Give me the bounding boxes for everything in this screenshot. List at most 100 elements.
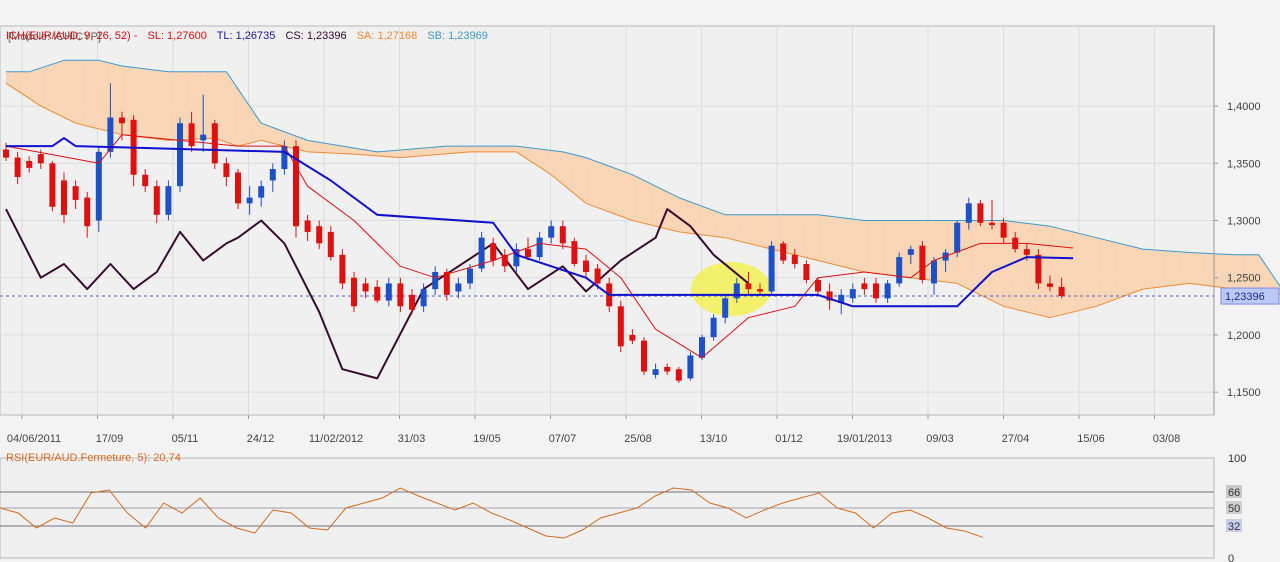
cloud-segment bbox=[336, 145, 343, 154]
cloud-segment bbox=[1253, 254, 1259, 293]
cloud-segment bbox=[806, 214, 813, 260]
cloud-segment bbox=[1050, 226, 1056, 318]
cloud-segment bbox=[1113, 241, 1120, 300]
cloud-segment bbox=[580, 156, 586, 204]
x-tick-label: 15/06 bbox=[1077, 433, 1105, 445]
cloud-segment bbox=[649, 183, 656, 227]
cloud-segment bbox=[423, 147, 430, 156]
candle bbox=[235, 169, 241, 210]
candle bbox=[142, 169, 149, 192]
cloud-segment bbox=[145, 68, 151, 139]
candle bbox=[873, 277, 879, 303]
candle bbox=[339, 249, 346, 290]
cloud-segment bbox=[110, 63, 117, 134]
y-tick-label: 1,2000 bbox=[1227, 330, 1261, 342]
candle bbox=[733, 277, 740, 303]
cloud-segment bbox=[835, 216, 842, 267]
candle bbox=[478, 231, 485, 272]
cloud-segment bbox=[168, 71, 175, 141]
cloud-segment bbox=[417, 148, 424, 157]
candle bbox=[119, 111, 125, 141]
cloud-segment bbox=[644, 180, 650, 225]
rsi-chart[interactable]: 100 66 50 32 0 bbox=[0, 448, 1280, 562]
cloud-segment bbox=[1206, 253, 1213, 287]
cloud-segment bbox=[441, 146, 447, 155]
cloud-segment bbox=[11, 71, 18, 91]
cloud-segment bbox=[533, 148, 540, 168]
cloud-segment bbox=[1073, 231, 1079, 313]
candle-body bbox=[107, 117, 114, 152]
cloud-segment bbox=[429, 147, 436, 156]
candle bbox=[629, 329, 636, 345]
candle bbox=[501, 249, 508, 272]
cloud-segment bbox=[620, 170, 627, 219]
candle bbox=[861, 277, 868, 295]
cloud-segment bbox=[139, 68, 146, 138]
candle-body bbox=[119, 117, 125, 124]
cloud-segment bbox=[1102, 239, 1108, 305]
candle-body bbox=[745, 283, 752, 290]
candle-body bbox=[177, 123, 183, 187]
cloud-segment bbox=[939, 220, 946, 282]
cloud-segment bbox=[997, 220, 1004, 307]
candle-body bbox=[907, 249, 914, 255]
cloud-segment bbox=[185, 71, 192, 140]
cloud-segment bbox=[383, 150, 389, 157]
candle-body bbox=[652, 369, 659, 375]
model-label: [Modele: ICHICYP] bbox=[8, 31, 101, 43]
rsi-tick-label: 100 bbox=[1228, 453, 1246, 465]
candle-body bbox=[37, 154, 44, 164]
candle-body bbox=[293, 146, 299, 227]
candle bbox=[989, 199, 995, 230]
candle-body bbox=[3, 149, 9, 158]
candle-body bbox=[49, 163, 56, 207]
cloud-segment bbox=[1166, 250, 1172, 287]
cloud-segment bbox=[963, 220, 969, 290]
cloud-segment bbox=[116, 64, 122, 135]
cloud-segment bbox=[475, 146, 482, 152]
candle bbox=[351, 271, 357, 313]
cloud-segment bbox=[197, 71, 204, 139]
cloud-segment bbox=[319, 142, 325, 153]
cloud-segment bbox=[272, 127, 279, 145]
cloud-segment bbox=[800, 214, 807, 258]
candle bbox=[84, 191, 91, 238]
cloud-segment bbox=[209, 71, 215, 139]
cloud-segment bbox=[1241, 254, 1248, 291]
y-tick-label: 1,3000 bbox=[1227, 216, 1261, 228]
cloud-segment bbox=[690, 201, 697, 235]
candle-body bbox=[849, 289, 856, 299]
cloud-segment bbox=[388, 150, 395, 158]
tl-value: TL: 1,26735 bbox=[216, 30, 276, 42]
cloud-segment bbox=[742, 214, 749, 244]
rsi-level-tag bbox=[1226, 501, 1242, 514]
cloud-segment bbox=[847, 218, 853, 270]
cloud-segment bbox=[725, 214, 731, 240]
candle-body bbox=[594, 268, 601, 284]
candle-body bbox=[211, 123, 218, 164]
candle bbox=[641, 337, 647, 375]
cloud-segment bbox=[214, 71, 221, 141]
cloud-segment bbox=[87, 60, 93, 128]
cloud-segment bbox=[684, 199, 691, 234]
cloud-segment bbox=[17, 71, 24, 95]
candle bbox=[536, 231, 543, 261]
price-chart[interactable]: 1,4000 1,3500 1,3000 1,2500 1,2000 1,1500 1,23… bbox=[0, 0, 1280, 448]
cloud-segment bbox=[452, 146, 459, 154]
cloud-segment bbox=[29, 69, 35, 103]
candle-body bbox=[733, 283, 740, 299]
cloud-segment bbox=[487, 146, 494, 152]
cloud-segment bbox=[632, 174, 639, 222]
candle-body bbox=[977, 203, 984, 223]
candle-body bbox=[536, 237, 543, 258]
cloud-segment bbox=[1044, 225, 1050, 318]
candle bbox=[931, 257, 937, 295]
cloud-segment bbox=[162, 71, 169, 141]
cloud-segment bbox=[731, 214, 737, 241]
cloud-segment bbox=[765, 214, 772, 250]
candle-body bbox=[374, 286, 381, 301]
cs-value: CS: 1,23396 bbox=[285, 30, 347, 42]
cloud-segment bbox=[591, 159, 598, 208]
rsi-line bbox=[0, 487, 983, 539]
senkou-span-a-line bbox=[5, 82, 1280, 319]
